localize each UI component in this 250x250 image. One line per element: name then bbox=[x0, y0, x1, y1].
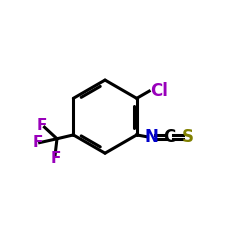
Text: N: N bbox=[144, 128, 158, 146]
Text: Cl: Cl bbox=[150, 82, 168, 100]
Text: C: C bbox=[163, 128, 175, 146]
Text: S: S bbox=[182, 128, 194, 146]
Text: F: F bbox=[32, 135, 42, 150]
Text: F: F bbox=[51, 150, 61, 166]
Text: F: F bbox=[37, 118, 47, 133]
